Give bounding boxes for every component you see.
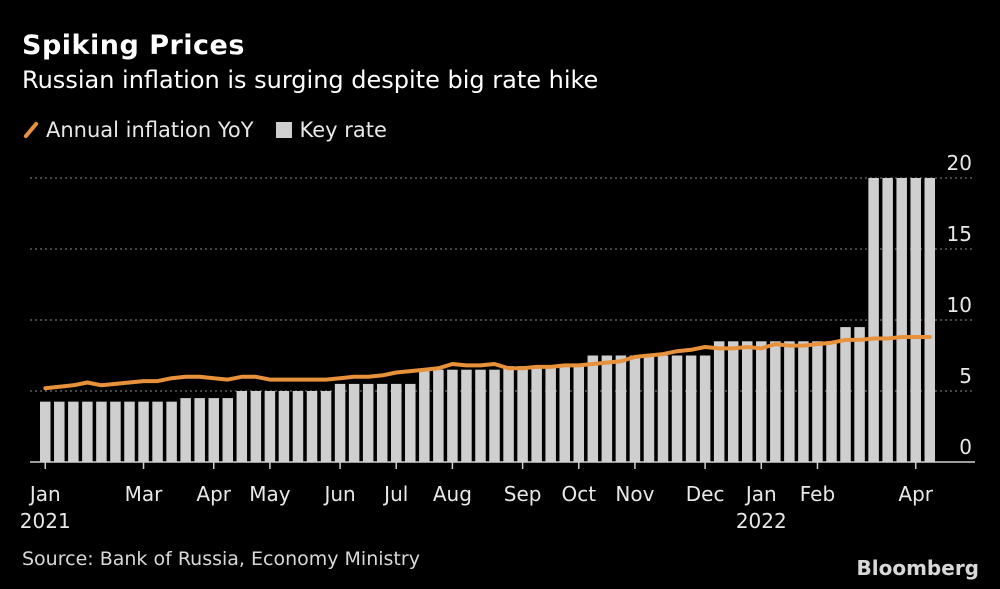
key-rate-bar [264, 391, 276, 462]
key-rate-bar [362, 383, 374, 462]
key-rate-bar [82, 401, 93, 462]
key-rate-bar [96, 401, 107, 462]
x-tick-label: 2021 [20, 509, 71, 533]
key-rate-bar [194, 398, 205, 462]
key-rate-bar [503, 366, 514, 462]
source-note: Source: Bank of Russia, Economy Ministry [22, 548, 420, 570]
key-rate-bar [531, 366, 542, 462]
x-tick-label: Aug [433, 482, 472, 506]
y-tick-label: 15 [947, 222, 972, 246]
x-tick-label: Apr [196, 482, 231, 506]
key-rate-bar [489, 369, 500, 462]
legend-label-inflation: Annual inflation YoY [46, 118, 254, 142]
x-tick-label: Oct [561, 482, 596, 506]
key-rate-bar [405, 383, 416, 462]
key-rate-bar [657, 355, 669, 462]
x-tick-label: Jan [744, 482, 777, 506]
key-rate-bar [222, 398, 234, 462]
chart-subtitle: Russian inflation is surging despite big… [22, 66, 599, 94]
chart-title: Spiking Prices [22, 30, 245, 61]
key-rate-bar [854, 327, 865, 462]
x-tick-label: Feb [800, 482, 835, 506]
x-tick-label: Sep [504, 482, 542, 506]
key-rate-bar [727, 341, 739, 462]
key-rate-bar [685, 355, 697, 462]
key-rate-bar [138, 401, 149, 462]
key-rate-bar [110, 401, 121, 462]
key-rate-bar [629, 355, 641, 462]
inflation-line [43, 335, 932, 391]
key-rate-bar [433, 369, 444, 462]
key-rate-bar [798, 341, 809, 462]
key-rate-bar [348, 383, 360, 462]
key-rate-bar [124, 401, 135, 462]
x-tick-label: Jan [28, 482, 61, 506]
key-rate-bar [334, 383, 346, 462]
key-rate-bar [68, 401, 79, 462]
key-rate-bar [812, 341, 823, 462]
x-tick-label: Jun [322, 482, 355, 506]
key-rate-bar [601, 355, 613, 462]
key-rate-bar [573, 366, 585, 462]
key-rate-bar [910, 178, 921, 462]
key-rate-bar [756, 341, 767, 462]
key-rate-bar [292, 391, 304, 462]
y-tick-label: 20 [947, 151, 972, 175]
key-rate-bar [278, 391, 290, 462]
key-rate-bar [643, 355, 655, 462]
key-rate-bar [587, 355, 599, 462]
key-rate-bar [180, 398, 191, 462]
legend-label-key-rate: Key rate [299, 118, 387, 142]
y-tick-label: 10 [947, 293, 972, 317]
key-rate-bar [152, 401, 163, 462]
x-tick-label: Jul [382, 482, 408, 506]
y-tick-label: 0 [959, 435, 972, 459]
x-tick-label: Nov [615, 482, 654, 506]
key-rate-bar [896, 178, 907, 462]
key-rate-bar [40, 401, 51, 462]
key-rate-bar [882, 178, 893, 462]
key-rate-bar [376, 383, 388, 462]
key-rate-bar [924, 178, 936, 462]
x-tick-label: 2022 [736, 509, 787, 533]
key-rate-bar [713, 341, 725, 462]
legend-item-inflation: Annual inflation YoY [22, 118, 254, 142]
key-rate-bar [840, 327, 851, 462]
x-tick-label: Mar [125, 482, 164, 506]
key-rate-bar [236, 391, 248, 462]
key-rate-bar [54, 401, 65, 462]
legend-item-key-rate: Key rate [275, 118, 387, 142]
key-rate-bar [615, 355, 627, 462]
key-rate-bar [447, 369, 458, 462]
key-rate-bar [306, 391, 318, 462]
key-rate-bar [545, 366, 556, 462]
key-rate-bar [419, 369, 430, 462]
key-rate-bar [517, 366, 528, 462]
legend: Annual inflation YoY Key rate [22, 116, 409, 144]
x-tick-label: Dec [686, 482, 725, 506]
x-tick-label: Apr [898, 482, 933, 506]
key-rate-bar [391, 383, 402, 462]
bloomberg-logo: Bloomberg [856, 556, 979, 580]
key-rate-bar [320, 391, 332, 462]
key-rate-bar [671, 355, 683, 462]
key-rate-bar [784, 341, 795, 462]
legend-bar-swatch [275, 122, 292, 138]
key-rate-bar [559, 366, 570, 462]
x-tick-label: May [249, 482, 291, 506]
key-rate-bar [208, 398, 219, 462]
key-rate-bar [250, 391, 262, 462]
key-rate-bar [868, 178, 879, 462]
y-tick-label: 5 [959, 364, 972, 388]
key-rate-bar [770, 341, 781, 462]
key-rate-bar [475, 369, 486, 462]
key-rate-bar [461, 369, 472, 462]
key-rate-bar [826, 341, 837, 462]
key-rate-bar [166, 401, 177, 462]
key-rate-bar [742, 341, 753, 462]
key-rate-bar [699, 355, 711, 462]
